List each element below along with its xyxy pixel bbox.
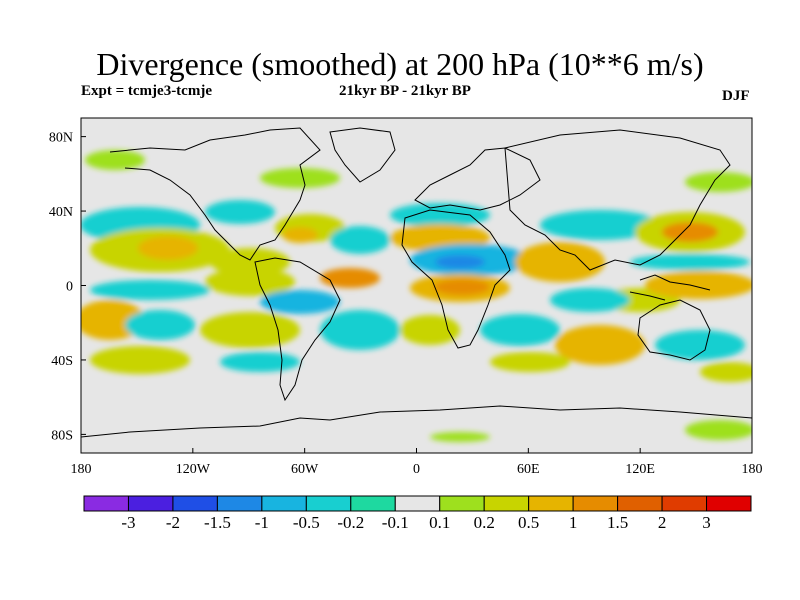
colorbar-label: -1.5 [204,513,231,532]
negative-anomaly [260,290,340,314]
season-label: DJF [722,88,750,104]
colorbar-label: 1 [569,513,578,532]
maritime-continent-coast [629,274,711,301]
positive-anomaly [662,222,718,242]
positive-anomaly [685,172,752,192]
colorbar-label: -0.2 [337,513,364,532]
negative-anomaly [655,330,745,360]
negative-anomaly [205,200,275,224]
coastlines [81,127,752,438]
colorbar-label: 2 [658,513,667,532]
positive-anomaly [490,352,570,372]
negative-anomaly [220,352,300,372]
positive-anomaly [400,315,460,345]
negative-anomaly [90,280,210,300]
colorbar-label: -0.5 [293,513,320,532]
colorbar-label: 0.5 [518,513,539,532]
colorbar-label: 1.5 [607,513,628,532]
negative-anomaly [630,254,750,270]
africa-coast [401,209,511,349]
colorbar-swatch [394,495,441,512]
negative-anomaly [330,226,390,254]
positive-anomaly [138,236,198,260]
plot-title: Divergence (smoothed) at 200 hPa (10**6 … [96,46,704,82]
x-tick-label: 180 [71,462,92,477]
colorbar-swatch [706,495,752,512]
y-tick-label: 80N [49,131,73,146]
positive-anomaly [320,268,380,288]
x-tick-label: 120W [176,462,211,477]
north-america-coast [109,127,321,261]
colorbar-swatch [350,495,396,512]
negative-anomaly [390,203,490,227]
negative-anomaly [435,255,485,269]
divergence-field [81,150,752,442]
positive-anomaly [434,279,490,295]
positive-anomaly [700,362,752,382]
colorbar-swatch [617,495,663,512]
colorbar-label: -0.1 [382,513,409,532]
colorbar-swatch [661,495,708,512]
x-tick-label: 60E [517,462,540,477]
asia-coast [504,129,731,271]
colorbar-label: -2 [166,513,180,532]
colorbar-swatch [216,495,263,512]
positive-anomaly [282,227,318,243]
positive-anomaly [200,312,300,348]
positive-anomaly [515,242,605,282]
axis-ticks [80,136,753,453]
colorbar-label: -3 [121,513,135,532]
colorbar-label: 0.2 [474,513,495,532]
colorbar-swatch [305,495,352,512]
y-tick-label: 40S [51,354,73,369]
period-label: 21kyr BP - 21kyr BP [339,83,471,99]
europe-coast [414,147,541,211]
colorbar-swatch [261,495,307,512]
positive-anomaly [90,346,190,374]
colorbar-swatch [127,495,174,512]
colorbar-swatch [572,495,619,512]
colorbar-swatch [528,495,574,512]
south-america-coast [254,257,341,402]
negative-anomaly [540,210,660,240]
colorbar-swatch [83,495,129,512]
colorbar: -3 -2 -1.5 -1 -0.5 -0.2 -0.1 0.1 0.2 0.5 1 1.5 2 3 [83,495,752,532]
positive-anomaly [430,432,490,442]
colorbar-swatch [483,495,530,512]
experiment-label: Expt = tcmje3-tcmje [81,83,212,99]
negative-anomaly [550,288,630,312]
positive-anomaly [85,150,145,170]
positive-anomaly [210,248,290,276]
negative-anomaly [125,310,195,340]
positive-anomaly [205,268,295,296]
positive-anomaly [685,420,752,440]
colorbar-label: 0.1 [429,513,450,532]
negative-anomaly [320,310,400,350]
x-tick-label: 120E [625,462,655,477]
x-tick-label: 60W [291,462,319,477]
x-tick-label: 180 [742,462,763,477]
positive-anomaly [555,325,645,365]
positive-anomaly [260,168,340,188]
colorbar-label: 3 [702,513,711,532]
negative-anomaly [480,314,560,346]
colorbar-swatch [172,495,218,512]
positive-anomaly [645,271,752,299]
colorbar-swatch [439,495,485,512]
x-tick-label: 0 [413,462,420,477]
antarctica-coast [81,405,752,438]
y-tick-label: 80S [51,428,73,443]
australia-coast [637,299,711,361]
y-tick-label: 0 [66,280,73,295]
greenland-coast [329,127,396,183]
y-tick-label: 40N [49,205,73,220]
axis-tick-labels: 180 120W 60W 0 60E 120E 180 80N 40N 0 40S 80S [49,131,763,477]
colorbar-label: -1 [255,513,269,532]
